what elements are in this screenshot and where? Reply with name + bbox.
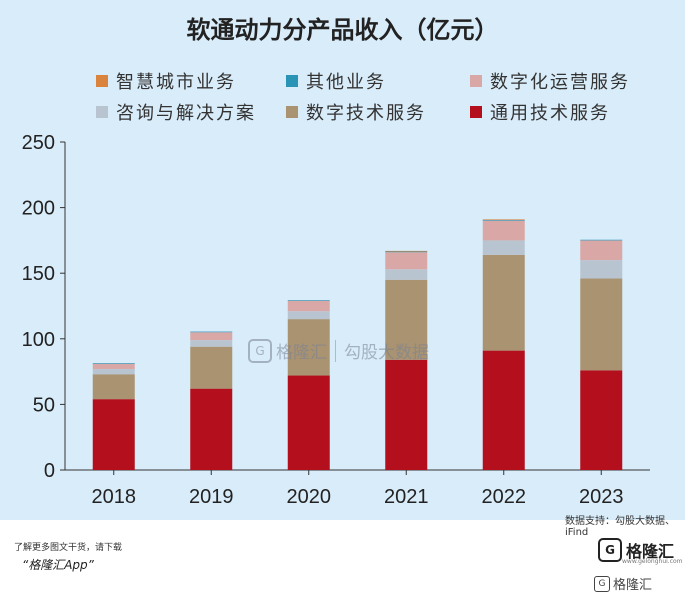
x-tick-label: 2021 bbox=[384, 486, 429, 508]
watermark: G 格隆汇 勾股大数据 bbox=[248, 338, 429, 363]
footer-logo-text: 格隆汇 bbox=[626, 542, 675, 561]
bar-segment bbox=[190, 346, 233, 389]
legend-item-other: 其他业务 bbox=[286, 68, 386, 94]
bar-segment bbox=[385, 251, 428, 253]
bar-segment bbox=[287, 300, 330, 312]
bar-segment bbox=[482, 350, 525, 470]
bar-segment bbox=[385, 279, 428, 360]
legend-swatch bbox=[286, 106, 298, 118]
footer-app-name: “格隆汇App” bbox=[22, 558, 94, 572]
bar-segment bbox=[580, 370, 623, 470]
watermark-divider bbox=[335, 339, 336, 362]
bar-segment bbox=[482, 254, 525, 351]
footer-note: 了解更多图文干货，请下载 bbox=[14, 543, 123, 553]
bar-segment bbox=[92, 399, 135, 470]
legend-swatch bbox=[286, 75, 298, 87]
bar-segment bbox=[287, 375, 330, 470]
bar-segment bbox=[92, 363, 135, 369]
bar-segment bbox=[482, 219, 525, 221]
x-tick-label: 2018 bbox=[92, 486, 137, 508]
bar-segment bbox=[482, 220, 525, 221]
footer-logo: G 格隆汇 www.gelonghui.com bbox=[598, 538, 683, 565]
bar-segment bbox=[92, 368, 135, 375]
legend-item-digital-tech: 数字技术服务 bbox=[286, 99, 426, 125]
x-tick-label: 2020 bbox=[287, 486, 332, 508]
legend-label: 数字技术服务 bbox=[306, 103, 426, 124]
legend-label: 咨询与解决方案 bbox=[116, 103, 256, 124]
brand-g-icon: G bbox=[598, 538, 622, 562]
watermark-brand: 格隆汇 bbox=[276, 343, 327, 363]
y-tick-label: 100 bbox=[22, 329, 55, 351]
bar-segment bbox=[385, 252, 428, 270]
bottom-watermark: G 格隆汇 bbox=[594, 574, 652, 593]
legend-swatch bbox=[96, 75, 108, 87]
y-tick-label: 200 bbox=[22, 198, 55, 220]
bar-segment bbox=[580, 240, 623, 261]
bar-segment bbox=[580, 278, 623, 371]
bar-segment bbox=[580, 260, 623, 279]
legend-swatch bbox=[470, 75, 482, 87]
bar-segment bbox=[287, 319, 330, 376]
bar-segment bbox=[190, 388, 233, 470]
y-tick-label: 250 bbox=[22, 132, 55, 154]
legend-swatch bbox=[96, 106, 108, 118]
legend-label: 智慧城市业务 bbox=[116, 72, 236, 93]
bar-segment bbox=[190, 331, 233, 333]
bar-segment bbox=[385, 269, 428, 280]
bar-segment bbox=[190, 340, 233, 347]
bar-segment bbox=[482, 220, 525, 241]
brand-g-icon: G bbox=[594, 575, 610, 592]
legend-item-digital-ops: 数字化运营服务 bbox=[470, 68, 630, 94]
watermark-partner: 勾股大数据 bbox=[344, 343, 429, 363]
brand-g-icon: G bbox=[248, 338, 272, 363]
bar-segment bbox=[92, 363, 135, 364]
bottom-watermark-text: 格隆汇 bbox=[613, 578, 653, 593]
y-tick-label: 50 bbox=[33, 394, 55, 416]
chart-title: 软通动力分产品收入（亿元） bbox=[186, 16, 499, 44]
bar-segment bbox=[287, 300, 330, 301]
data-source: 数据支持：勾股大数据、iFind bbox=[565, 516, 675, 538]
plot-area: 0 50 100 150 200 250 2018 2019 2020 2021 2022 2023 bbox=[22, 132, 650, 508]
legend-label: 通用技术服务 bbox=[490, 103, 610, 124]
legend-item-general-tech: 通用技术服务 bbox=[470, 99, 610, 125]
bar-segment bbox=[287, 311, 330, 320]
bar-segment bbox=[385, 359, 428, 470]
bar-segment bbox=[92, 374, 135, 400]
legend-item-consulting: 咨询与解决方案 bbox=[96, 99, 256, 125]
bar-segment bbox=[580, 239, 623, 241]
bar-segment bbox=[190, 332, 233, 341]
legend-swatch bbox=[470, 106, 482, 118]
footer-logo-url: www.gelonghui.com bbox=[622, 558, 683, 565]
x-tick-label: 2023 bbox=[579, 486, 624, 508]
x-tick-label: 2022 bbox=[482, 486, 527, 508]
bar-segment bbox=[385, 250, 428, 252]
y-tick-label: 0 bbox=[44, 460, 55, 482]
legend-label: 其他业务 bbox=[306, 72, 386, 93]
y-tick-label: 150 bbox=[22, 263, 55, 285]
x-tick-label: 2019 bbox=[189, 486, 234, 508]
legend-label: 数字化运营服务 bbox=[490, 72, 630, 93]
bar-segment bbox=[482, 240, 525, 255]
legend-item-smart-city: 智慧城市业务 bbox=[96, 68, 236, 94]
